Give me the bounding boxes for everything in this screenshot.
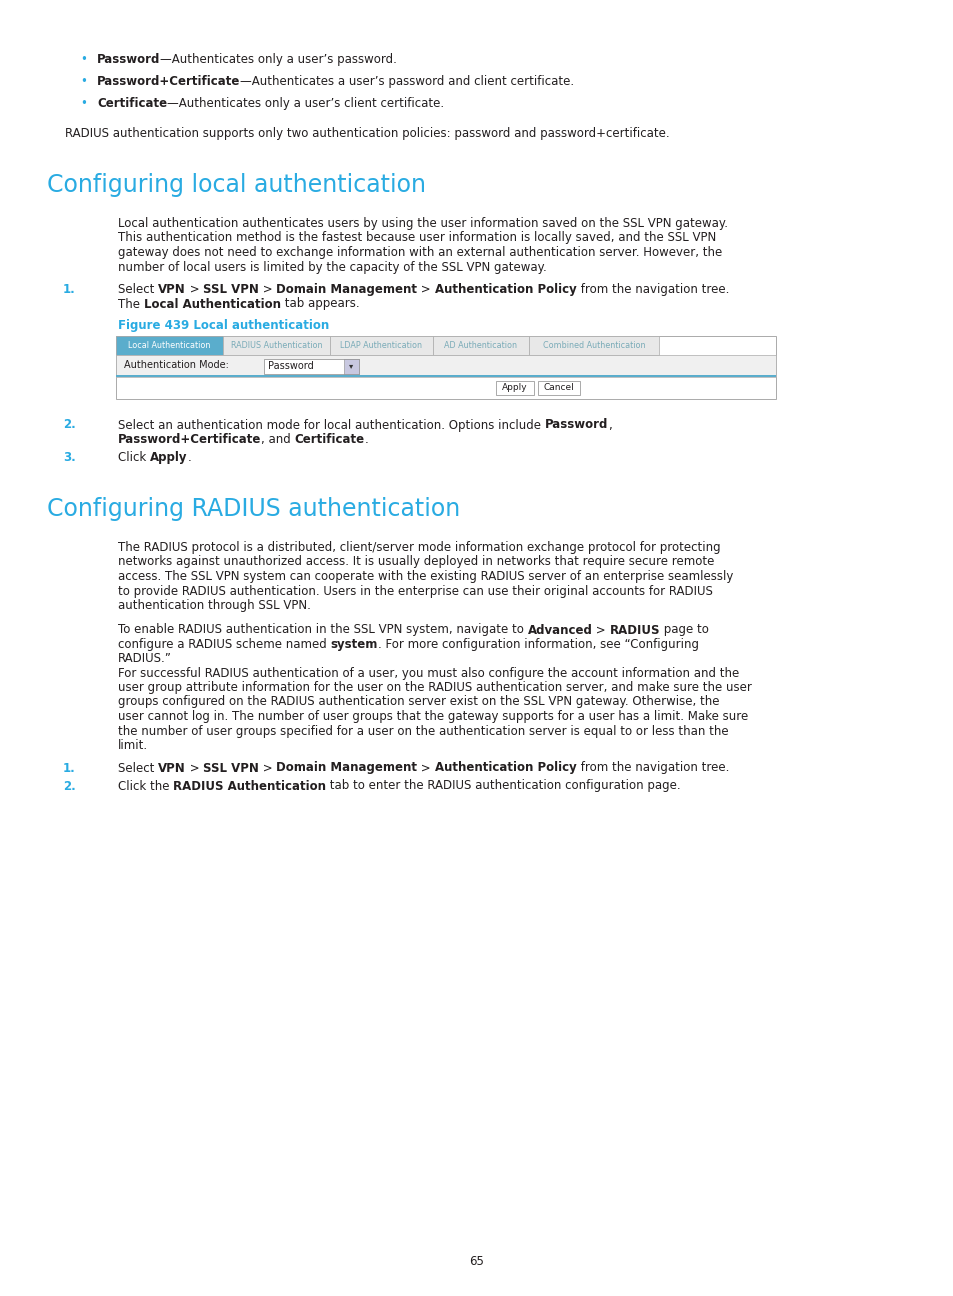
Text: To enable RADIUS authentication in the SSL VPN system, navigate to: To enable RADIUS authentication in the S… — [118, 623, 527, 636]
Text: >: > — [259, 762, 276, 775]
Text: configure a RADIUS scheme named: configure a RADIUS scheme named — [118, 638, 330, 651]
Text: 3.: 3. — [63, 451, 75, 464]
Text: LDAP Authentication: LDAP Authentication — [340, 341, 422, 350]
Text: Password: Password — [268, 362, 314, 371]
Text: >: > — [186, 762, 203, 775]
Text: . For more configuration information, see “Configuring: . For more configuration information, se… — [377, 638, 699, 651]
Text: Certificate: Certificate — [294, 433, 365, 446]
Text: >: > — [259, 283, 276, 295]
Text: Combined Authentication: Combined Authentication — [542, 341, 644, 350]
Bar — [496, 381, 534, 394]
Text: authentication through SSL VPN.: authentication through SSL VPN. — [118, 599, 311, 612]
Text: tab appears.: tab appears. — [280, 298, 359, 311]
Text: AD Authentication: AD Authentication — [444, 341, 517, 350]
Bar — [330, 336, 433, 355]
Text: Password+Certificate: Password+Certificate — [97, 75, 240, 88]
Text: —Authenticates only a user’s password.: —Authenticates only a user’s password. — [160, 53, 396, 66]
Bar — [116, 336, 775, 398]
Text: RADIUS.”: RADIUS.” — [118, 652, 172, 666]
Text: Local authentication authenticates users by using the user information saved on : Local authentication authenticates users… — [118, 216, 727, 229]
Text: Authentication Policy: Authentication Policy — [435, 762, 576, 775]
Text: number of local users is limited by the capacity of the SSL VPN gateway.: number of local users is limited by the … — [118, 260, 546, 273]
Text: Select an authentication mode for local authentication. Options include: Select an authentication mode for local … — [118, 419, 544, 432]
Text: —Authenticates a user’s password and client certificate.: —Authenticates a user’s password and cli… — [240, 75, 574, 88]
Text: SSL VPN: SSL VPN — [203, 283, 259, 295]
Text: 1.: 1. — [63, 762, 75, 775]
Text: Figure 439 Local authentication: Figure 439 Local authentication — [118, 320, 329, 333]
Text: user cannot log in. The number of user groups that the gateway supports for a us: user cannot log in. The number of user g… — [118, 710, 747, 723]
Text: limit.: limit. — [118, 739, 148, 752]
Text: >: > — [186, 283, 203, 295]
Text: Cancel: Cancel — [543, 384, 574, 391]
Text: gateway does not need to exchange information with an external authentication se: gateway does not need to exchange inform… — [118, 246, 721, 259]
Text: 1.: 1. — [63, 283, 75, 295]
Text: Domain Management: Domain Management — [276, 283, 417, 295]
Text: For successful RADIUS authentication of a user, you must also configure the acco: For successful RADIUS authentication of … — [118, 666, 739, 679]
Text: RADIUS Authentication: RADIUS Authentication — [173, 779, 326, 792]
Text: Apply: Apply — [150, 451, 188, 464]
Text: —Authenticates only a user’s client certificate.: —Authenticates only a user’s client cert… — [167, 97, 444, 110]
Bar — [116, 375, 775, 377]
Text: from the navigation tree.: from the navigation tree. — [576, 283, 728, 295]
Bar — [537, 381, 579, 394]
Text: , and: , and — [261, 433, 294, 446]
Text: Apply: Apply — [501, 384, 527, 391]
Text: Password: Password — [97, 53, 160, 66]
Text: Authentication Policy: Authentication Policy — [435, 283, 576, 295]
Text: access. The SSL VPN system can cooperate with the existing RADIUS server of an e: access. The SSL VPN system can cooperate… — [118, 570, 733, 583]
Bar — [223, 336, 330, 355]
Text: system: system — [330, 638, 377, 651]
Text: Configuring local authentication: Configuring local authentication — [47, 172, 426, 197]
Text: 65: 65 — [469, 1255, 484, 1267]
Text: >: > — [417, 283, 435, 295]
Text: Advanced: Advanced — [527, 623, 592, 636]
Text: page to: page to — [659, 623, 708, 636]
Text: VPN: VPN — [158, 283, 186, 295]
Text: tab to enter the RADIUS authentication configuration page.: tab to enter the RADIUS authentication c… — [326, 779, 680, 792]
Text: ,: , — [607, 419, 611, 432]
Text: from the navigation tree.: from the navigation tree. — [576, 762, 728, 775]
Text: VPN: VPN — [158, 762, 186, 775]
Text: The: The — [118, 298, 144, 311]
Text: •: • — [80, 97, 87, 110]
Text: ▾: ▾ — [349, 362, 353, 371]
Text: groups configured on the RADIUS authentication server exist on the SSL VPN gatew: groups configured on the RADIUS authenti… — [118, 696, 719, 709]
Text: Configuring RADIUS authentication: Configuring RADIUS authentication — [47, 496, 459, 521]
Text: networks against unauthorized access. It is usually deployed in networks that re: networks against unauthorized access. It… — [118, 556, 714, 569]
Text: SSL VPN: SSL VPN — [203, 762, 259, 775]
Text: the number of user groups specified for a user on the authentication server is e: the number of user groups specified for … — [118, 724, 728, 737]
Text: Click the: Click the — [118, 779, 173, 792]
Text: The RADIUS protocol is a distributed, client/server mode information exchange pr: The RADIUS protocol is a distributed, cl… — [118, 540, 720, 553]
Bar — [116, 355, 775, 377]
Text: to provide RADIUS authentication. Users in the enterprise can use their original: to provide RADIUS authentication. Users … — [118, 584, 712, 597]
Text: Password+Certificate: Password+Certificate — [118, 433, 261, 446]
Text: RADIUS Authentication: RADIUS Authentication — [231, 341, 322, 350]
Text: Password: Password — [544, 419, 607, 432]
Text: .: . — [188, 451, 191, 464]
Text: 2.: 2. — [63, 419, 75, 432]
Text: Certificate: Certificate — [97, 97, 167, 110]
Text: Local Authentication: Local Authentication — [128, 341, 211, 350]
Text: RADIUS: RADIUS — [609, 623, 659, 636]
Text: user group attribute information for the user on the RADIUS authentication serve: user group attribute information for the… — [118, 680, 751, 693]
Text: >: > — [417, 762, 435, 775]
Text: RADIUS authentication supports only two authentication policies: password and pa: RADIUS authentication supports only two … — [65, 127, 669, 140]
Bar — [344, 359, 358, 373]
Bar — [116, 336, 223, 355]
Text: •: • — [80, 53, 87, 66]
Text: Select: Select — [118, 762, 158, 775]
Text: This authentication method is the fastest because user information is locally sa: This authentication method is the fastes… — [118, 232, 716, 245]
Bar — [433, 336, 529, 355]
Text: Authentication Mode:: Authentication Mode: — [124, 360, 229, 371]
Text: .: . — [365, 433, 369, 446]
Text: •: • — [80, 75, 87, 88]
Text: Click: Click — [118, 451, 150, 464]
Bar — [529, 336, 659, 355]
Text: Local Authentication: Local Authentication — [144, 298, 280, 311]
Text: Domain Management: Domain Management — [276, 762, 417, 775]
Text: Select: Select — [118, 283, 158, 295]
Text: 2.: 2. — [63, 779, 75, 792]
Text: >: > — [592, 623, 609, 636]
Bar — [264, 359, 358, 373]
